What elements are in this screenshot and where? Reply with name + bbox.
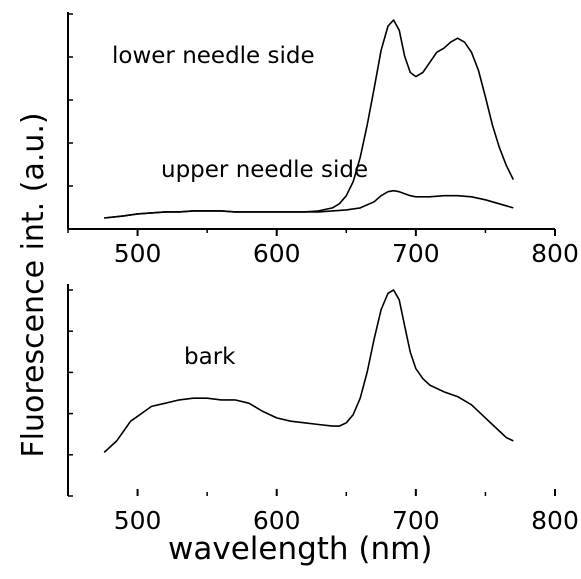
series-top	[104, 19, 515, 219]
annotation-bark: bark	[184, 344, 236, 370]
y-axis-label: Fluorescence int. (a.u.)	[16, 112, 51, 457]
series-line-1-0	[103, 289, 514, 453]
x-tick-label: 600	[253, 506, 301, 535]
panel-bottom: 500 600 700 800 bark	[67, 284, 579, 535]
x-axis-label: wavelength (nm)	[168, 531, 432, 567]
x-tick-label: 500	[114, 506, 162, 535]
x-tick-label: 500	[114, 239, 162, 268]
series-bottom	[103, 289, 514, 453]
ticks-top: 500 600 700 800	[67, 13, 579, 268]
x-tick-label: 700	[392, 506, 440, 535]
x-tick-label: 700	[392, 239, 440, 268]
annotation-lower-needle-side: lower needle side	[112, 43, 315, 69]
ticks-bottom: 500 600 700 800	[67, 289, 579, 535]
series-line-0-1	[104, 189, 514, 219]
x-tick-label: 600	[253, 239, 301, 268]
x-tick-label: 800	[531, 506, 579, 535]
panel-top: 500 600 700 800 lower needle side upper nee…	[67, 12, 579, 268]
annotation-upper-needle-side: upper needle side	[161, 157, 368, 183]
x-tick-label: 800	[531, 239, 579, 268]
